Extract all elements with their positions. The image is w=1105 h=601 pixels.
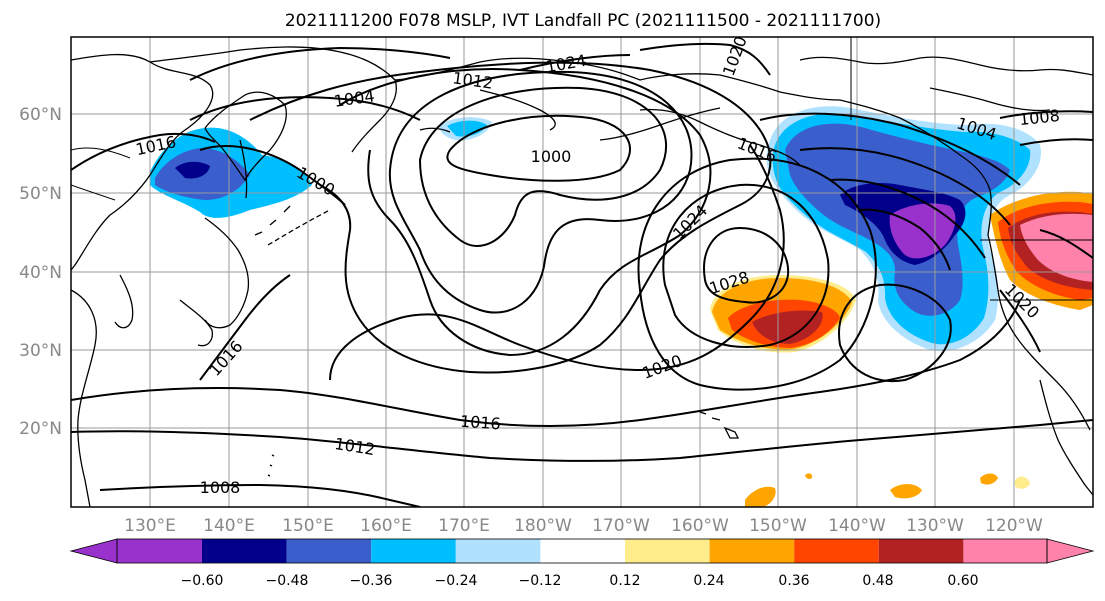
isobar-contour: [829, 178, 986, 259]
ivt-area: [745, 486, 776, 507]
colorbar-outline: [116, 538, 1048, 564]
colorbar-segment: [117, 539, 202, 563]
ivt-area: [1020, 213, 1093, 282]
contour-label: 1008: [1018, 106, 1060, 129]
colorbar-tick-label: −0.24: [435, 573, 478, 589]
colorbar-tick-label: −0.12: [519, 573, 562, 589]
gridlines: [71, 37, 1093, 507]
lon-tick-label: 140°E: [203, 516, 255, 536]
map-frame: [70, 36, 1094, 508]
colorbar-segment: [963, 539, 1047, 563]
ivt-area: [980, 473, 998, 485]
lon-tick-label: 150°W: [749, 516, 807, 536]
colorbar-segments: [117, 539, 1047, 563]
isobars: [71, 42, 1093, 507]
ivt-area: [890, 484, 922, 499]
colorbar-segment: [202, 539, 287, 563]
isobar-contour: [71, 419, 1093, 462]
lat-tick-label: 40°N: [19, 263, 62, 283]
isobar-contour: [662, 183, 830, 348]
isobar-contour: [859, 208, 951, 271]
ivt-area: [175, 161, 210, 179]
lon-axis: 130°E 140°E 150°E 160°E 170°E 180°W 170°…: [124, 516, 1043, 536]
isobar-contour: [637, 157, 877, 391]
isobar-contour: [799, 147, 1011, 226]
isobar-contour: [999, 289, 1041, 353]
lon-tick-label: 140°W: [828, 516, 886, 536]
contour-label: 1000: [531, 147, 572, 166]
ivt-area: [752, 310, 823, 344]
colorbar-tick-label: 0.48: [862, 573, 893, 589]
lat-tick-label: 60°N: [19, 105, 62, 125]
colorbar-segment: [794, 539, 879, 563]
lat-tick-label: 30°N: [19, 341, 62, 361]
lat-tick-label: 50°N: [19, 184, 62, 204]
colorbar-segment: [371, 539, 456, 563]
colorbar-tick-label: −0.48: [266, 573, 309, 589]
colorbar-extend-low: [69, 538, 118, 564]
colorbar-segment: [709, 539, 795, 563]
isobar-contour: [703, 226, 790, 304]
lat-axis: 20°N 30°N 40°N 50°N 60°N: [19, 105, 62, 439]
colorbar: −0.60 −0.48 −0.36 −0.24 −0.12 0.12 0.24 …: [69, 538, 1095, 589]
ivt-area: [805, 473, 813, 479]
colorbar-labels: −0.60 −0.48 −0.36 −0.24 −0.12 0.12 0.24 …: [181, 573, 979, 589]
colorbar-tick-label: −0.60: [181, 573, 224, 589]
map-title: 2021111200 F078 MSLP, IVT Landfall PC (2…: [285, 11, 881, 31]
map-area: 1000 1004 1012 1024 1020 1016 1000 1016 …: [71, 37, 1093, 507]
lon-tick-label: 170°W: [592, 516, 650, 536]
isobar-contour: [329, 144, 785, 381]
contour-label: 1016: [459, 412, 501, 434]
colorbar-tick-label: 0.36: [778, 573, 809, 589]
lon-tick-label: 170°E: [438, 516, 490, 536]
isobar-contour: [1039, 229, 1093, 259]
isobar-contour: [838, 283, 952, 382]
ivt-area: [447, 120, 487, 137]
isobar-contour: [199, 145, 346, 206]
isobar-contour: [1019, 138, 1093, 146]
isobar-contour: [339, 68, 712, 357]
lon-tick-label: 160°E: [360, 516, 412, 536]
isobar-contour: [99, 483, 421, 507]
lon-tick-label: 130°E: [124, 516, 176, 536]
isobar-contour: [189, 96, 421, 121]
lat-tick-label: 20°N: [19, 419, 62, 439]
isobar-contour: [71, 299, 1021, 427]
lon-tick-label: 180°W: [514, 516, 572, 536]
colorbar-extend-high: [1046, 538, 1095, 564]
colorbar-segment: [286, 539, 372, 563]
isobar-contour: [446, 114, 631, 182]
isobar-contour: [388, 70, 693, 314]
colorbar-segment: [878, 539, 964, 563]
isobar-contour: [71, 132, 216, 171]
isobar-contour: [639, 42, 771, 76]
colorbar-segment: [540, 539, 625, 563]
isobar-contour: [999, 110, 1093, 119]
colorbar-segment: [455, 539, 541, 563]
colorbar-segment: [625, 539, 710, 563]
isobar-contour: [249, 61, 772, 374]
colorbar-tick-label: 0.24: [693, 573, 724, 589]
lon-tick-label: 130°W: [906, 516, 964, 536]
lon-tick-label: 120°W: [985, 516, 1043, 536]
lon-tick-label: 150°E: [282, 516, 334, 536]
colorbar-tick-label: 0.12: [609, 573, 640, 589]
isobar-contour: [199, 274, 291, 381]
dashed-line: [267, 209, 331, 246]
colorbar-tick-label: −0.36: [350, 573, 393, 589]
isobar-contour: [519, 54, 631, 71]
ivt-shading: [150, 106, 1093, 507]
contour-label: 1008: [200, 478, 241, 497]
lon-tick-label: 160°W: [671, 516, 729, 536]
isobar-contour: [759, 112, 1021, 186]
ivt-area: [1015, 476, 1030, 489]
isobar-contour: [189, 46, 451, 81]
colorbar-tick-label: 0.60: [947, 573, 978, 589]
isobar-contour: [418, 86, 667, 247]
